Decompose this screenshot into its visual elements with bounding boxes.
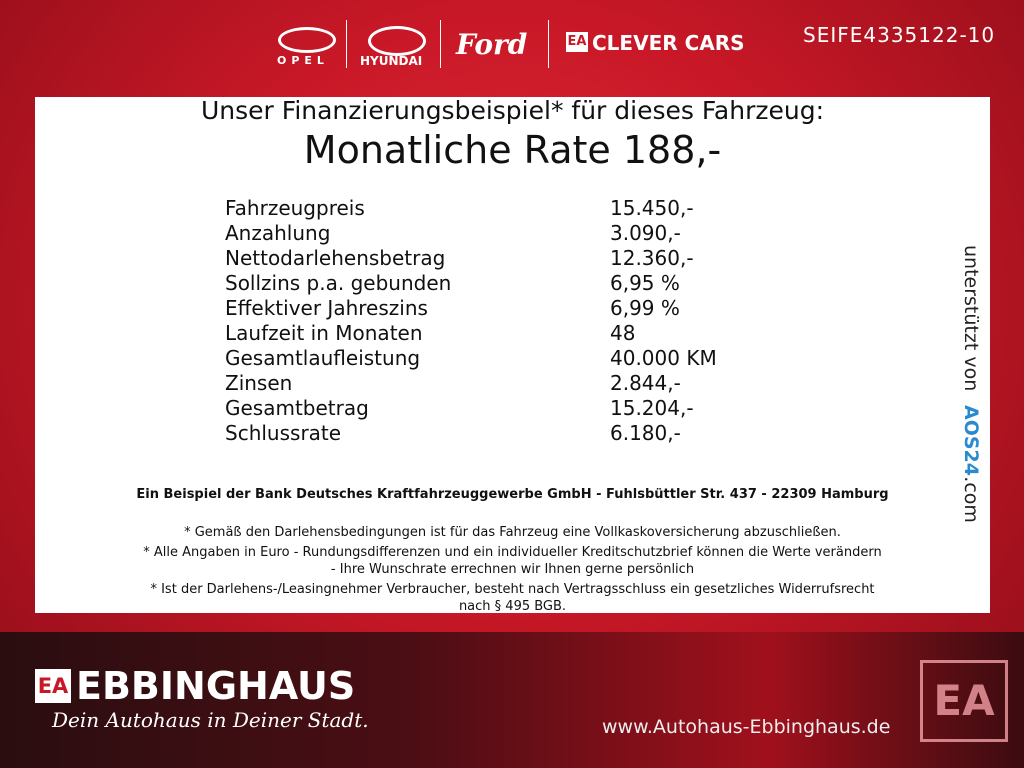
headline: Monatliche Rate 188,-	[303, 128, 722, 172]
sponsor-prefix: unterstützt von	[960, 245, 982, 392]
brand: HYUNDAI	[360, 54, 423, 68]
footnote: - Ihre Wunschrate errechnen wir Ihnen ge…	[330, 562, 695, 577]
row-label: Sollzins p.a. gebunden	[225, 271, 452, 295]
row-value: 15.204,-	[610, 396, 694, 420]
row-label: Zinsen	[225, 371, 293, 395]
separator	[548, 20, 549, 68]
intro: Unser Finanzierungsbeispiel* für dieses …	[200, 96, 825, 125]
ea-mark: EA	[35, 669, 71, 703]
reference: SEIFE4335122-10	[803, 23, 996, 47]
brand: Ford	[456, 28, 528, 61]
footnote: * Ist der Darlehens-/Leasingnehmer Verbr…	[150, 582, 875, 597]
ea-mark-large: EA	[920, 660, 1008, 742]
brand: CLEVER CARS	[592, 31, 745, 55]
separator	[346, 20, 347, 68]
row-value: 6,99 %	[610, 296, 680, 320]
row-label: Gesamtbetrag	[225, 396, 369, 420]
footer-band	[0, 632, 1024, 768]
row-value: 3.090,-	[610, 221, 681, 245]
brand: OPEL	[277, 54, 329, 67]
row-label: Schlussrate	[225, 421, 342, 445]
row-value: 6.180,-	[610, 421, 681, 445]
row-value: 6,95 %	[610, 271, 680, 295]
row-value: 12.360,-	[610, 246, 694, 270]
hyundai-logo	[368, 26, 426, 56]
row-label: Fahrzeugpreis	[225, 196, 365, 220]
slogan: Dein Autohaus in Deiner Stadt.	[52, 708, 369, 732]
row-value: 48	[610, 321, 636, 345]
row-label: Laufzeit in Monaten	[225, 321, 423, 345]
row-label: Nettodarlehensbetrag	[225, 246, 446, 270]
company: EBBINGHAUS	[76, 664, 356, 708]
ea-mark: EA	[566, 32, 588, 52]
footnote: * Gemäß den Darlehensbedingungen ist für…	[184, 525, 841, 540]
sponsor-brand: AOS24	[960, 405, 982, 477]
offer-panel	[35, 97, 990, 613]
row-value: 2.844,-	[610, 371, 681, 395]
row-label: Effektiver Jahreszins	[225, 296, 428, 320]
footnote: nach § 495 BGB.	[458, 599, 567, 614]
sponsor-suffix: .com	[960, 476, 982, 523]
url: www.Autohaus-Ebbinghaus.de	[602, 716, 891, 738]
row-value: 40.000 KM	[610, 346, 717, 370]
row-label: Gesamtlaufleistung	[225, 346, 421, 370]
separator	[440, 20, 441, 68]
opel-logo	[278, 27, 336, 53]
bank-note: Ein Beispiel der Bank Deutsches Kraftfah…	[136, 487, 889, 502]
row-value: 15.450,-	[610, 196, 694, 220]
row-label: Anzahlung	[225, 221, 331, 245]
footnote: * Alle Angaben in Euro - Rundungsdiffere…	[143, 545, 882, 560]
sponsor: unterstützt von AOS24.com	[960, 245, 982, 523]
